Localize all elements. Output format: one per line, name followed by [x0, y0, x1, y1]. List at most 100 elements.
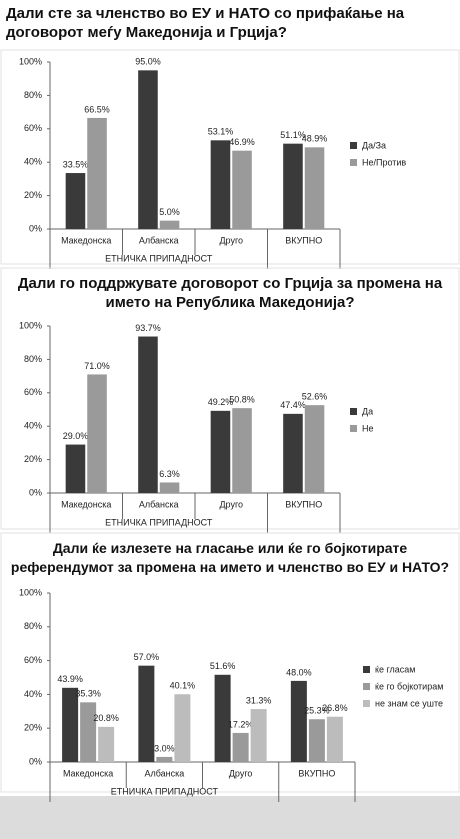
- legend-swatch: [350, 142, 357, 149]
- y-tick-label: 20%: [24, 723, 42, 733]
- bar: [80, 702, 97, 762]
- y-tick-label: 80%: [24, 621, 42, 631]
- y-tick-label: 80%: [24, 90, 42, 100]
- value-label: 71.0%: [84, 361, 110, 371]
- legend-label: Да/За: [362, 140, 386, 150]
- bar: [138, 336, 158, 493]
- bar: [156, 756, 173, 762]
- value-label: 35.3%: [75, 689, 101, 699]
- bar: [98, 726, 115, 762]
- x-tick-label: Македонска: [61, 499, 111, 509]
- bar: [304, 147, 325, 229]
- legend-swatch: [363, 666, 370, 673]
- chart-title: Дали го поддржувате договорот со Грција …: [17, 275, 443, 311]
- value-label: 43.9%: [57, 674, 83, 684]
- legend-label: Да: [362, 406, 373, 416]
- value-label: 48.0%: [286, 667, 312, 677]
- bar: [159, 220, 180, 229]
- bar: [283, 413, 303, 493]
- bar: [159, 482, 180, 493]
- value-label: 26.8%: [322, 703, 348, 713]
- value-label: 5.0%: [159, 207, 180, 217]
- y-tick-label: 60%: [24, 387, 42, 397]
- bar: [138, 665, 155, 762]
- y-tick-label: 0%: [29, 223, 42, 233]
- value-label: 17.2%: [228, 719, 254, 729]
- bar: [304, 405, 325, 493]
- x-tick-label: Друго: [219, 499, 243, 509]
- value-label: 53.1%: [208, 127, 234, 137]
- value-label: 20.8%: [93, 713, 119, 723]
- bar: [283, 143, 303, 229]
- bar: [232, 732, 249, 762]
- chart-frame: [0, 532, 460, 793]
- x-tick-label: ВКУПНО: [285, 235, 322, 245]
- value-label: 6.3%: [159, 469, 180, 479]
- chart-frame: [0, 49, 460, 265]
- y-tick-label: 20%: [24, 190, 42, 200]
- y-tick-label: 100%: [19, 56, 42, 66]
- bar: [210, 140, 231, 229]
- legend-label: Не/Против: [362, 157, 406, 167]
- bar: [65, 444, 86, 493]
- value-label: 52.6%: [302, 392, 328, 402]
- value-label: 31.3%: [246, 695, 272, 705]
- footer-band: [0, 796, 460, 839]
- x-axis-label: ЕТНИЧКА ПРИПАДНОСТ: [105, 517, 213, 527]
- legend-label: Не: [362, 423, 374, 433]
- y-tick-label: 100%: [19, 587, 42, 597]
- x-tick-label: Македонска: [61, 235, 111, 245]
- x-tick-label: Албанска: [144, 768, 184, 778]
- value-label: 47.4%: [280, 400, 306, 410]
- value-label: 29.0%: [63, 431, 89, 441]
- y-tick-label: 20%: [24, 454, 42, 464]
- y-tick-label: 0%: [29, 756, 42, 766]
- chart-title: Дали сте за членство во ЕУ и НАТО со при…: [6, 5, 405, 41]
- bar: [138, 70, 158, 229]
- value-label: 3.0%: [154, 743, 175, 753]
- y-tick-label: 40%: [24, 689, 42, 699]
- y-tick-label: 40%: [24, 421, 42, 431]
- value-label: 95.0%: [135, 57, 161, 67]
- bar: [65, 173, 86, 229]
- x-axis-label: ЕТНИЧКА ПРИПАДНОСТ: [111, 786, 219, 796]
- value-label: 33.5%: [63, 159, 89, 169]
- legend-swatch: [350, 425, 357, 432]
- legend-swatch: [363, 700, 370, 707]
- legend-swatch: [350, 408, 357, 415]
- value-label: 46.9%: [229, 137, 255, 147]
- bar: [210, 410, 231, 493]
- bar: [87, 117, 107, 229]
- y-tick-label: 100%: [19, 320, 42, 330]
- value-label: 40.1%: [170, 681, 196, 691]
- value-label: 51.1%: [280, 130, 306, 140]
- x-axis-label: ЕТНИЧКА ПРИПАДНОСТ: [105, 253, 213, 263]
- y-tick-label: 60%: [24, 655, 42, 665]
- x-tick-label: ВКУПНО: [285, 499, 322, 509]
- y-tick-label: 60%: [24, 123, 42, 133]
- legend-label: не знам се уште: [375, 698, 443, 708]
- bar: [326, 716, 343, 762]
- value-label: 48.9%: [302, 134, 328, 144]
- bar: [290, 680, 307, 762]
- y-tick-label: 80%: [24, 354, 42, 364]
- x-tick-label: Друго: [219, 235, 243, 245]
- legend-swatch: [363, 683, 370, 690]
- value-label: 51.6%: [210, 661, 236, 671]
- x-tick-label: Албанска: [139, 235, 179, 245]
- value-label: 49.2%: [208, 397, 234, 407]
- x-tick-label: Албанска: [139, 499, 179, 509]
- chart-frame: [0, 267, 460, 530]
- bar: [214, 674, 231, 762]
- bar: [308, 719, 325, 762]
- x-tick-label: ВКУПНО: [298, 768, 335, 778]
- bar: [232, 408, 252, 493]
- bar: [62, 687, 79, 762]
- value-label: 66.5%: [84, 104, 110, 114]
- legend-label: ќе гласам: [375, 664, 415, 674]
- legend-label: ќе го бојкотирам: [375, 681, 443, 691]
- value-label: 93.7%: [135, 323, 161, 333]
- y-tick-label: 40%: [24, 157, 42, 167]
